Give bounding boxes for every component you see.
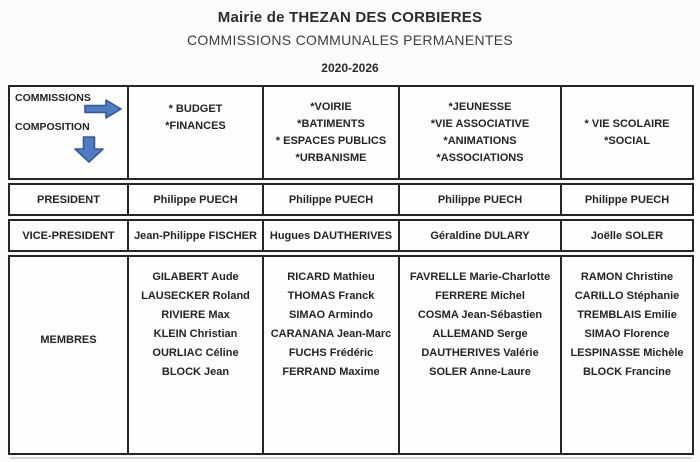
president-cell: Philippe PUECH: [127, 183, 264, 216]
president-cell: Philippe PUECH: [560, 183, 694, 216]
president-cell: Philippe PUECH: [398, 183, 562, 216]
table-header-row: COMMISSIONS COMPOSITION * BUDGET *FINANC…: [8, 85, 694, 180]
members-cell: RICARD Mathieu THOMAS Franck SIMAO Armin…: [262, 255, 400, 455]
page-title: Mairie de THEZAN DES CORBIERES: [217, 9, 483, 26]
vice-president-row: VICE-PRESIDENT Jean-Philippe FISCHER Hug…: [8, 219, 694, 252]
corner-composition-label: COMPOSITION: [15, 121, 90, 133]
members-cell: FAVRELLE Marie-Charlotte FERRERE Michel …: [398, 255, 562, 455]
president-row: PRESIDENT Philippe PUECH Philippe PUECH …: [8, 183, 694, 216]
vice-president-cell: Joëlle SOLER: [560, 219, 694, 252]
president-cell: Philippe PUECH: [262, 183, 400, 216]
vice-president-cell: Géraldine DULARY: [398, 219, 562, 252]
corner-commissions-label: COMMISSIONS: [15, 92, 91, 104]
down-arrow-icon: [74, 136, 104, 163]
vice-president-cell: Hugues DAUTHERIVES: [262, 219, 400, 252]
commissions-table: COMMISSIONS COMPOSITION * BUDGET *FINANC…: [8, 85, 694, 455]
corner-cell: COMMISSIONS COMPOSITION: [8, 85, 129, 180]
members-cell: GILABERT Aude LAUSECKER Roland RIVIERE M…: [127, 255, 264, 455]
period-label: 2020-2026: [321, 61, 379, 75]
commission-header-voirie: *VOIRIE *BATIMENTS * ESPACES PUBLICS *UR…: [262, 85, 400, 180]
commission-header-jeunesse: *JEUNESSE *VIE ASSOCIATIVE *ANIMATIONS *…: [398, 85, 562, 180]
document-header: Mairie de THEZAN DES CORBIERES COMMISSIO…: [0, 9, 700, 48]
commission-header-vie-scolaire: * VIE SCOLAIRE *SOCIAL: [560, 85, 694, 180]
scan-shadow: [10, 457, 692, 459]
members-row-label: MEMBRES: [8, 255, 129, 455]
commission-header-budget-finances: * BUDGET *FINANCES: [127, 85, 264, 180]
members-cell: RAMON Christine CARILLO Stéphanie TREMBL…: [560, 255, 694, 455]
members-row: MEMBRES GILABERT Aude LAUSECKER Roland R…: [8, 255, 694, 455]
vice-president-row-label: VICE-PRESIDENT: [8, 219, 129, 252]
president-row-label: PRESIDENT: [8, 183, 129, 216]
vice-president-cell: Jean-Philippe FISCHER: [127, 219, 264, 252]
page-subtitle: COMMISSIONS COMMUNALES PERMANENTES: [186, 32, 513, 48]
right-arrow-icon: [84, 99, 122, 119]
